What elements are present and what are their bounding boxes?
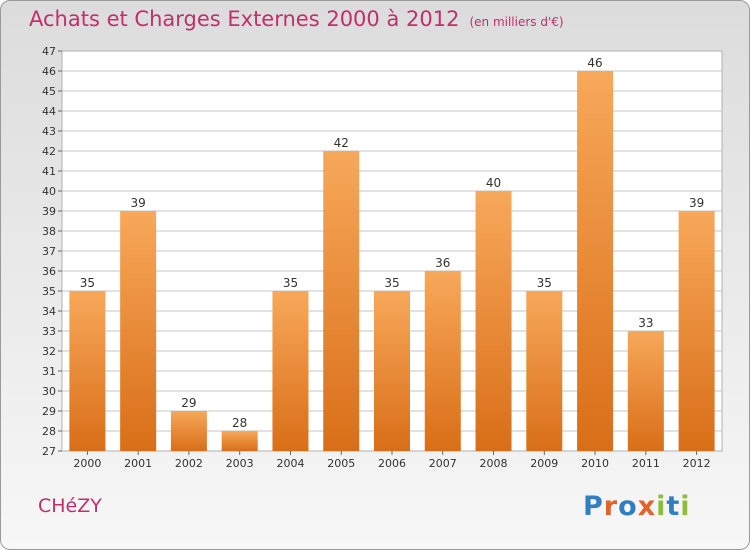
bars bbox=[69, 71, 715, 451]
y-tick-label: 38 bbox=[42, 225, 56, 238]
data-label-2011: 33 bbox=[638, 316, 653, 330]
y-tick-label: 29 bbox=[42, 405, 56, 418]
data-label-2002: 29 bbox=[181, 396, 196, 410]
x-tick-label-2004: 2004 bbox=[276, 457, 304, 470]
y-tick-label: 28 bbox=[42, 425, 56, 438]
data-labels: 35 39 29 28 35 42 35 36 40 35 46 33 39 bbox=[80, 56, 705, 430]
chart-title: Achats et Charges Externes 2000 à 2012 (e… bbox=[29, 7, 564, 31]
bar-2012 bbox=[678, 211, 715, 451]
y-tick-label: 42 bbox=[42, 145, 56, 158]
data-label-2006: 35 bbox=[384, 276, 399, 290]
bar-2000 bbox=[69, 291, 106, 451]
bar-2007 bbox=[424, 271, 461, 451]
y-tick-label: 35 bbox=[42, 285, 56, 298]
bar-2001 bbox=[120, 211, 157, 451]
x-axis-ticks: 2000 2001 2002 2003 2004 2005 2006 2007 2008 2009… bbox=[73, 451, 711, 470]
y-tick-label: 44 bbox=[42, 105, 56, 118]
y-axis-ticks: 27 28 29 30 31 32 33 34 35 36 37 38 39 40 41 42 43 44 45 46… bbox=[42, 45, 62, 458]
data-label-2003: 28 bbox=[232, 416, 247, 430]
x-tick-label-2003: 2003 bbox=[226, 457, 254, 470]
x-tick-label-2012: 2012 bbox=[683, 457, 711, 470]
bar-2006 bbox=[374, 291, 410, 451]
y-tick-label: 34 bbox=[42, 305, 56, 318]
data-label-2005: 42 bbox=[334, 136, 349, 150]
bar-2005 bbox=[323, 151, 360, 451]
x-tick-label-2006: 2006 bbox=[378, 457, 406, 470]
data-label-2004: 35 bbox=[283, 276, 298, 290]
data-label-2012: 39 bbox=[689, 196, 704, 210]
data-label-2009: 35 bbox=[537, 276, 552, 290]
y-tick-label: 45 bbox=[42, 85, 56, 98]
bar-2011 bbox=[627, 331, 664, 451]
y-tick-label: 39 bbox=[42, 205, 56, 218]
x-tick-label-2001: 2001 bbox=[124, 457, 152, 470]
x-tick-label-2011: 2011 bbox=[632, 457, 660, 470]
data-label-2007: 36 bbox=[435, 256, 450, 270]
y-tick-label: 36 bbox=[42, 265, 56, 278]
y-tick-label: 32 bbox=[42, 345, 56, 358]
bar-2002 bbox=[170, 411, 207, 451]
y-tick-label: 27 bbox=[42, 445, 56, 458]
y-tick-label: 40 bbox=[42, 185, 56, 198]
x-tick-label-2007: 2007 bbox=[429, 457, 457, 470]
data-label-2010: 46 bbox=[587, 56, 602, 70]
data-label-2000: 35 bbox=[80, 276, 95, 290]
x-tick-label-2009: 2009 bbox=[530, 457, 558, 470]
x-tick-label-2002: 2002 bbox=[175, 457, 203, 470]
proxiti-logo: Proxiti bbox=[583, 491, 691, 522]
chart-unit: (en milliers d'€) bbox=[469, 15, 564, 29]
bar-2008 bbox=[475, 191, 512, 451]
commune-name: CHéZY bbox=[38, 495, 102, 517]
data-label-2008: 40 bbox=[486, 176, 501, 190]
x-tick-label-2005: 2005 bbox=[327, 457, 355, 470]
y-tick-label: 30 bbox=[42, 385, 56, 398]
bar-2010 bbox=[577, 71, 614, 451]
y-tick-label: 43 bbox=[42, 125, 56, 138]
chart-title-text: Achats et Charges Externes 2000 à 2012 bbox=[29, 7, 460, 31]
y-tick-label: 37 bbox=[42, 245, 56, 258]
y-tick-label: 41 bbox=[42, 165, 56, 178]
x-tick-label-2008: 2008 bbox=[480, 457, 508, 470]
bar-2009 bbox=[526, 291, 563, 451]
data-label-2001: 39 bbox=[131, 196, 146, 210]
y-tick-label: 47 bbox=[42, 45, 56, 58]
bar-2003 bbox=[221, 431, 258, 451]
y-tick-label: 31 bbox=[42, 365, 56, 378]
bar-2004 bbox=[272, 291, 309, 451]
y-tick-label: 46 bbox=[42, 65, 56, 78]
x-tick-label-2010: 2010 bbox=[581, 457, 609, 470]
x-tick-label-2000: 2000 bbox=[73, 457, 101, 470]
y-tick-label: 33 bbox=[42, 325, 56, 338]
